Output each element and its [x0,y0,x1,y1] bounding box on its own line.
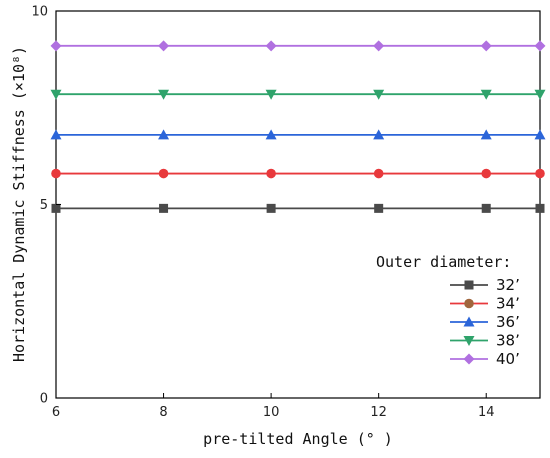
legend-label: 38’ [496,332,520,350]
legend-item: 38’ [450,332,520,350]
data-point [51,168,61,179]
legend-label: 36’ [496,313,520,331]
data-point [481,168,492,179]
legend-item: 40’ [450,350,520,368]
legend-label: 34’ [496,295,520,313]
legend-marker [463,353,475,365]
x-tick-label: 14 [478,405,495,420]
data-point [51,203,61,213]
y-axis-title: Horizontal Dynamic Stiffness (×10⁸) [10,46,28,362]
data-point [265,89,277,100]
series-layer [50,40,546,213]
data-point [265,40,277,52]
data-point [535,203,545,213]
x-tick-label: 12 [370,405,387,420]
data-point [373,168,384,179]
data-point [534,129,546,140]
legend: Outer diameter: 32’34’36’38’40’ [376,253,520,368]
data-point [50,129,62,140]
data-point [534,40,546,52]
data-point [480,89,492,100]
x-tick-label: 10 [263,405,280,420]
y-tick-label: 10 [31,5,48,20]
series-4 [50,89,546,100]
data-point [265,129,277,140]
data-point [535,168,545,179]
data-point [158,40,170,52]
data-point [50,40,62,52]
data-point [158,168,169,179]
y-tick-label: 5 [40,198,48,213]
data-point [374,203,384,213]
series-5 [50,40,546,52]
axis-layer: 6 8 10 12 14 0 5 10 [31,5,494,421]
data-point [481,203,491,213]
series-2 [51,168,545,179]
data-point [373,89,385,100]
data-point [480,129,492,140]
data-point [480,40,492,52]
legend-label: 32’ [496,276,520,294]
data-point [373,40,385,52]
series-1 [51,203,545,213]
legend-item: 36’ [450,313,520,331]
x-tick-label: 6 [52,405,60,420]
data-point [50,89,62,100]
legend-marker [464,280,474,290]
x-tick-label: 8 [159,405,167,420]
data-point [158,129,170,140]
legend-title: Outer diameter: [376,253,511,271]
data-point [158,89,170,100]
legend-marker [463,316,475,327]
x-axis-title: pre-tilted Angle (° ) [203,430,393,448]
data-point [159,203,169,213]
data-point [373,129,385,140]
y-tick-label: 0 [40,392,48,407]
data-point [266,203,276,213]
legend-marker [463,336,475,346]
legend-marker [464,298,474,309]
legend-label: 40’ [496,350,520,368]
legend-items: 32’34’36’38’40’ [450,276,520,368]
series-3 [50,129,546,140]
legend-item: 34’ [450,295,520,313]
data-point [266,168,276,179]
legend-item: 32’ [450,276,520,294]
data-point [534,89,546,100]
